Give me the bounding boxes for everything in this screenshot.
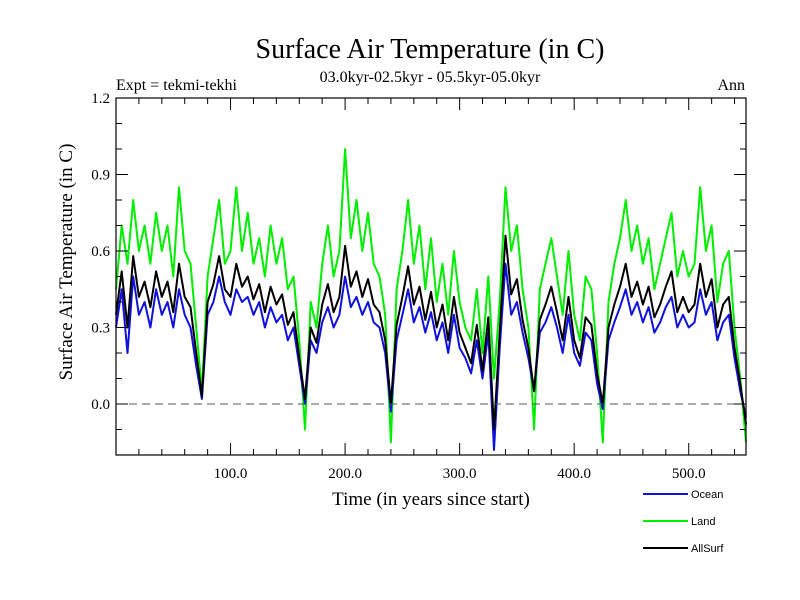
y-tick-label: 0.6 (91, 244, 110, 260)
expt-label: Expt = tekmi-tekhi (116, 77, 238, 94)
legend-label-land: Land (691, 516, 715, 528)
y-tick-label: 0.9 (91, 168, 110, 184)
x-axis: 100.0 200.0 300.0 400.0 500.0 (115, 98, 736, 482)
y-axis: 0.0 0.3 0.6 0.9 1.2 (91, 91, 746, 456)
chart-title: Surface Air Temperature (in C) (256, 34, 605, 65)
plot-lines (115, 148, 747, 451)
series-line-ocean (115, 262, 747, 451)
y-axis-label: Surface Air Temperature (in C) (56, 144, 77, 381)
season-label: Ann (717, 77, 745, 94)
x-tick-label: 400.0 (557, 466, 591, 482)
chart-subtitle: 03.0kyr-02.5kyr - 05.5kyr-05.0kyr (320, 69, 541, 86)
x-tick-label: 500.0 (672, 466, 706, 482)
plot-frame (115, 97, 747, 456)
series-line-land (115, 148, 747, 444)
y-tick-label: 1.2 (91, 91, 110, 107)
legend: Ocean Land AllSurf (643, 489, 724, 555)
x-tick-label: 300.0 (443, 466, 477, 482)
y-tick-label: 0.3 (91, 321, 110, 337)
x-tick-label: 200.0 (328, 466, 362, 482)
x-axis-label: Time (in years since start) (332, 489, 530, 510)
series-line-allsurf (115, 234, 747, 431)
legend-label-allsurf: AllSurf (691, 543, 724, 555)
legend-label-ocean: Ocean (691, 489, 723, 501)
x-tick-label: 100.0 (214, 466, 248, 482)
y-tick-label: 0.0 (91, 397, 110, 413)
